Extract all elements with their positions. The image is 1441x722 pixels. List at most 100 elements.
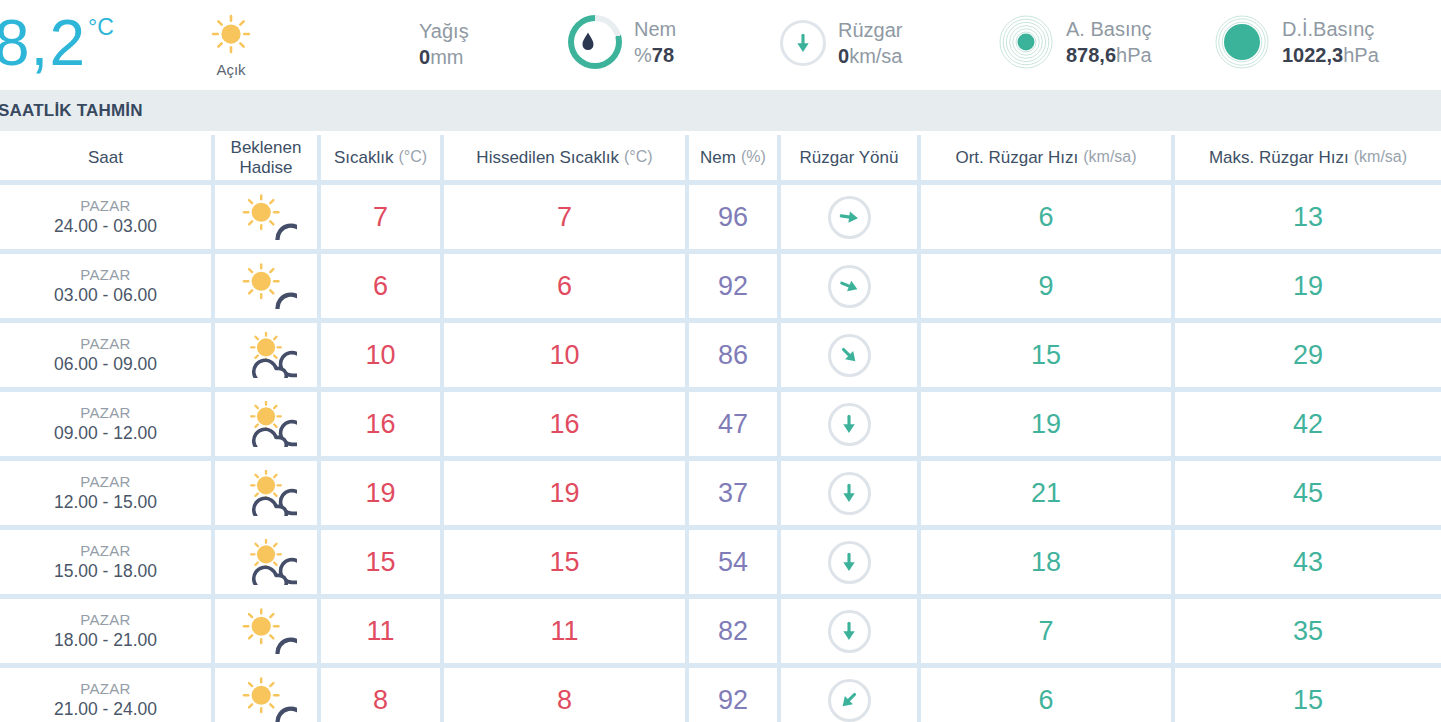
row-humidity-cell: 92 [689,254,777,318]
header-hissedilen-sicaklik: Hissedilen Sıcaklık(°C) [444,135,685,180]
row-temp-cell: 19 [321,461,440,525]
sea-level-pressure-metric: D.İ.Basınç 1022,3hPa [1214,14,1379,70]
row-humidity-cell: 82 [689,599,777,663]
row-max-wind-cell: 42 [1175,392,1441,456]
wind-direction-circle-icon [828,541,871,584]
row-feels-cell: 16 [444,392,685,456]
sun-clouds-icon [235,332,297,378]
wind-direction-circle-icon [828,679,871,722]
wind-direction-arrow-icon [835,272,864,301]
row-temp-cell: 15 [321,530,440,594]
row-wind-direction-cell [781,668,917,722]
sun-cloud-icon [235,677,297,722]
row-wind-direction-cell [781,461,917,525]
row-time-cell: PAZAR24.00 - 03.00 [0,185,211,249]
wind-arrow-icon [792,32,814,54]
wind-direction-circle-icon [828,610,871,653]
row-time-cell: PAZAR12.00 - 15.00 [0,461,211,525]
precipitation-metric: Yağış 0mm [419,18,469,70]
row-max-wind-cell: 13 [1175,185,1441,249]
row-temp-cell: 10 [321,323,440,387]
wind-direction-arrow-icon [838,551,860,573]
row-feels-cell: 8 [444,668,685,722]
row-temp-cell: 7 [321,185,440,249]
row-wind-direction-cell [781,323,917,387]
row-feels-cell: 10 [444,323,685,387]
header-ruzgar-yonu: Rüzgar Yönü [781,135,917,180]
row-max-wind-cell: 29 [1175,323,1441,387]
weather-forecast-page: 8,2°C Açık Yağış 0mm Nem %78 [0,0,1441,722]
row-max-wind-cell: 19 [1175,254,1441,318]
row-time-cell: PAZAR21.00 - 24.00 [0,668,211,722]
row-time-cell: PAZAR18.00 - 21.00 [0,599,211,663]
wind-direction-arrow-icon [838,413,860,435]
actual-pressure-metric: A. Basınç 878,6hPa [998,14,1152,70]
actual-pressure-value: 878,6hPa [1066,42,1152,68]
row-avg-wind-cell: 6 [921,185,1171,249]
row-avg-wind-cell: 6 [921,668,1171,722]
water-drop-gauge-icon [568,15,622,69]
down-arrow-circle-icon [780,20,826,66]
concentric-rings-small-dot-icon [998,14,1054,70]
row-humidity-cell: 92 [689,668,777,722]
row-humidity-cell: 86 [689,323,777,387]
header-ort-ruzgar-hizi: Ort. Rüzgar Hızı(km/sa) [921,135,1171,180]
concentric-rings-filled-circle-icon [1214,14,1270,70]
row-temp-cell: 16 [321,392,440,456]
sun-clouds-icon [235,401,297,447]
wind-direction-arrow-icon [837,205,862,230]
humidity-value: %78 [634,42,676,68]
sun-icon [209,12,253,56]
current-conditions-bar: 8,2°C Açık Yağış 0mm Nem %78 [0,0,1441,90]
actual-pressure-label: A. Basınç [1066,16,1152,42]
row-condition-cell [215,392,317,456]
wind-metric: Rüzgar 0km/sa [780,17,902,69]
row-condition-cell [215,185,317,249]
wind-label: Rüzgar [838,17,902,43]
wind-direction-circle-icon [828,403,871,446]
row-max-wind-cell: 15 [1175,668,1441,722]
header-saat: Saat [0,135,211,180]
row-wind-direction-cell [781,530,917,594]
humidity-label: Nem [634,16,676,42]
row-avg-wind-cell: 15 [921,323,1171,387]
wind-direction-circle-icon [828,196,871,239]
row-humidity-cell: 54 [689,530,777,594]
row-condition-cell [215,254,317,318]
sea-level-pressure-label: D.İ.Basınç [1282,16,1379,42]
row-avg-wind-cell: 21 [921,461,1171,525]
row-humidity-cell: 96 [689,185,777,249]
sun-clouds-icon [235,539,297,585]
sea-level-pressure-value: 1022,3hPa [1282,42,1379,68]
row-wind-direction-cell [781,185,917,249]
row-condition-cell [215,668,317,722]
section-bar: SAATLİK TAHMİN [0,90,1441,131]
header-nem: Nem(%) [689,135,777,180]
sun-cloud-icon [235,608,297,654]
row-humidity-cell: 47 [689,392,777,456]
section-title: SAATLİK TAHMİN [0,101,143,121]
row-temp-cell: 6 [321,254,440,318]
humidity-metric: Nem %78 [568,15,676,69]
row-wind-direction-cell [781,254,917,318]
wind-direction-circle-icon [828,472,871,515]
current-temperature: 8,2°C [0,0,112,86]
precipitation-label: Yağış [419,18,469,44]
row-temp-cell: 8 [321,668,440,722]
precipitation-value: 0mm [419,44,469,70]
sun-cloud-icon [235,263,297,309]
current-condition: Açık [194,12,268,78]
temperature-unit: °C [88,14,114,40]
row-avg-wind-cell: 18 [921,530,1171,594]
row-wind-direction-cell [781,599,917,663]
wind-direction-circle-icon [828,265,871,308]
sun-cloud-icon [235,194,297,240]
row-condition-cell [215,323,317,387]
temperature-value: 8,2 [0,7,86,79]
header-beklenen-hadise: Beklenen Hadise [215,135,317,180]
hourly-forecast-table: Saat Beklenen Hadise Sıcaklık(°C) Hissed… [0,135,1441,722]
row-feels-cell: 6 [444,254,685,318]
wind-direction-arrow-icon [838,620,860,642]
row-condition-cell [215,461,317,525]
sun-clouds-icon [235,470,297,516]
